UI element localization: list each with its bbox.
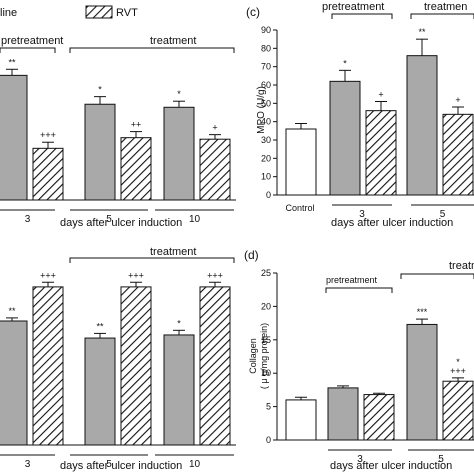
significance-mark: +++: [128, 270, 144, 280]
y-tick-label: 80: [261, 43, 271, 53]
y-axis-title-line2: ( μ g/mg protein): [259, 323, 269, 389]
bar-saline: [406, 323, 438, 441]
x-tick-label: 3: [25, 214, 31, 225]
bar-rvt: [120, 137, 152, 201]
bracket: [69, 47, 235, 53]
x-tick-label: 10: [189, 459, 201, 470]
legend-saline-label: line: [0, 7, 17, 19]
y-tick-label: 70: [261, 62, 271, 72]
x-tick-label: 10: [189, 214, 201, 225]
y-tick-label: 60: [261, 80, 271, 90]
bar-saline: [84, 103, 116, 201]
bar-rvt: [442, 113, 474, 196]
bar-saline: [329, 80, 361, 196]
bar-saline: [163, 334, 195, 446]
x-axis-title: days after ulcer induction: [60, 460, 182, 472]
bracket-label-treatment: treatment: [150, 246, 196, 258]
y-tick-label: 40: [261, 117, 271, 127]
significance-mark: +: [212, 123, 217, 133]
significance-mark: +: [378, 90, 383, 100]
bar-rvt: [199, 138, 231, 201]
bar-rvt: [199, 286, 231, 446]
bracket: [331, 13, 393, 19]
bar-rvt: [363, 394, 395, 441]
bar-control: [285, 128, 317, 196]
significance-mark: *: [98, 85, 102, 95]
control-label: Control: [285, 203, 314, 213]
bar-rvt: [442, 380, 474, 441]
significance-mark: ++: [131, 120, 142, 130]
bracket: [400, 273, 474, 279]
panel-label: (d): [244, 248, 259, 262]
bar-saline: [327, 387, 359, 441]
significance-mark: *: [343, 58, 347, 68]
panel-label: (c): [246, 5, 260, 19]
significance-mark: *: [456, 357, 460, 367]
y-tick-label: 90: [261, 25, 271, 35]
significance-mark: **: [96, 321, 104, 331]
y-tick-label: 50: [261, 98, 271, 108]
y-tick-label: 20: [261, 301, 271, 311]
significance-mark: +: [455, 95, 460, 105]
bar-rvt: [32, 147, 64, 201]
significance-mark: **: [418, 27, 426, 37]
bracket-label-pretreatment: pretreatment: [322, 1, 384, 13]
bar-rvt: [120, 286, 152, 446]
bar-rvt: [365, 110, 397, 196]
x-tick-label: 3: [25, 459, 31, 470]
y-tick-label: 20: [261, 153, 271, 163]
bar-saline: [0, 320, 28, 446]
chart-d: (d) pretreatment treatm Collagen ( μ g/m…: [244, 248, 474, 472]
bar-saline: [84, 337, 116, 446]
bracket: [410, 13, 474, 19]
x-tick-label: 5: [106, 459, 112, 470]
x-tick-label: 3: [357, 454, 363, 465]
x-axis-title: days after ulcer induction: [330, 460, 452, 472]
significance-mark: **: [8, 306, 16, 316]
significance-mark: ***: [417, 307, 428, 317]
bracket-label-treatment: treatment: [150, 35, 196, 47]
bar-rvt: [32, 286, 64, 446]
significance-mark: *: [177, 318, 181, 328]
x-axis-title: days after ulcer induction: [331, 217, 453, 229]
significance-mark: **: [8, 57, 16, 67]
bracket: [325, 287, 393, 293]
bracket: [0, 47, 56, 53]
chart-top-left: pretreatment treatment days after ulcer …: [0, 35, 236, 229]
y-axis-title-line1: Collagen: [248, 338, 258, 374]
bar-saline: [0, 74, 28, 201]
x-axis-title: days after ulcer induction: [60, 217, 182, 229]
significance-mark: *: [177, 89, 181, 99]
bracket-label-treatment: treatmen: [424, 1, 467, 13]
chart-bottom-left: treatment days after ulcer induction 3 5 1…: [0, 246, 236, 472]
y-tick-label: 15: [261, 335, 271, 345]
x-tick-label: 5: [106, 214, 112, 225]
y-tick-label: 10: [261, 368, 271, 378]
y-tick-label: 10: [261, 172, 271, 182]
y-axis-title: MPO (U/g): [256, 86, 267, 134]
x-tick-label: 5: [438, 454, 444, 465]
x-tick-label: 5: [440, 209, 446, 220]
bar-control: [285, 399, 317, 441]
bracket-label-treatment: treatm: [449, 260, 474, 272]
y-tick-label: 0: [266, 435, 271, 445]
bar-saline: [163, 106, 195, 201]
bracket-label-pretreatment: pretreatment: [1, 35, 63, 47]
y-tick-label: 25: [261, 268, 271, 278]
significance-mark: +++: [450, 366, 466, 376]
significance-mark: +++: [207, 270, 223, 280]
bar-saline: [406, 55, 438, 196]
y-tick-label: 0: [266, 190, 271, 200]
bracket: [69, 257, 235, 263]
legend-rvt-label: RVT: [116, 7, 138, 19]
significance-mark: +++: [40, 270, 56, 280]
bracket-label-pretreatment: pretreatment: [326, 275, 378, 285]
x-tick-label: 3: [359, 209, 365, 220]
legend-rvt-swatch: [85, 5, 113, 19]
chart-c: (c) pretreatment treatmen MPO (U/g) Cont…: [246, 1, 474, 229]
significance-mark: +++: [40, 130, 56, 140]
y-tick-label: 5: [266, 402, 271, 412]
y-tick-label: 30: [261, 135, 271, 145]
